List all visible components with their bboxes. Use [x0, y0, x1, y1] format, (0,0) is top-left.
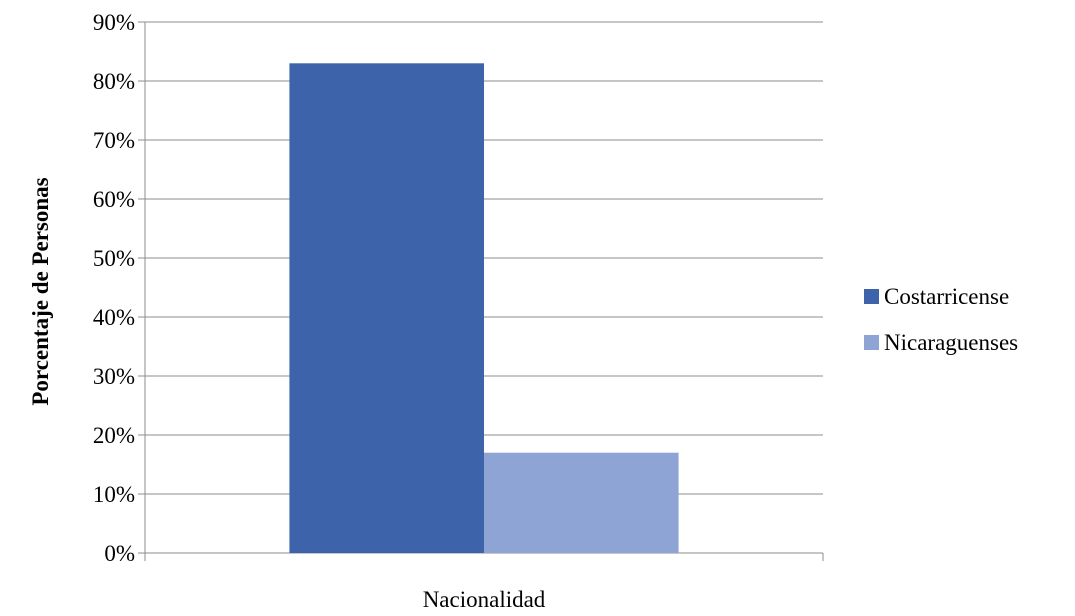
y-tick-label: 50% [93, 246, 135, 271]
y-tick-label: 80% [93, 69, 135, 94]
legend-label: Nicaraguenses [884, 330, 1018, 355]
y-tick-label: 40% [93, 305, 135, 330]
y-tick-labels: 0% 10% 20% 30% 40% 50% 60% 70% 80% 90% [93, 10, 135, 566]
y-tick-label: 30% [93, 364, 135, 389]
legend-label: Costarricense [884, 284, 1009, 309]
y-tick-label: 60% [93, 187, 135, 212]
y-tick-label: 20% [93, 423, 135, 448]
legend-swatch-nicaraguenses [864, 335, 879, 350]
legend: Costarricense Nicaraguenses [864, 284, 1018, 355]
y-tick-label: 10% [93, 482, 135, 507]
x-axis-title: Nacionalidad [423, 587, 546, 612]
y-tick-label: 70% [93, 128, 135, 153]
y-axis-title: Porcentaje de Personas [28, 177, 53, 405]
legend-swatch-costarricense [864, 289, 879, 304]
bar-nicaraguenses [484, 452, 679, 553]
y-tick-label: 90% [93, 10, 135, 35]
bar-costarricense [289, 63, 484, 554]
bars [289, 63, 679, 554]
y-tick-label: 0% [104, 541, 135, 566]
